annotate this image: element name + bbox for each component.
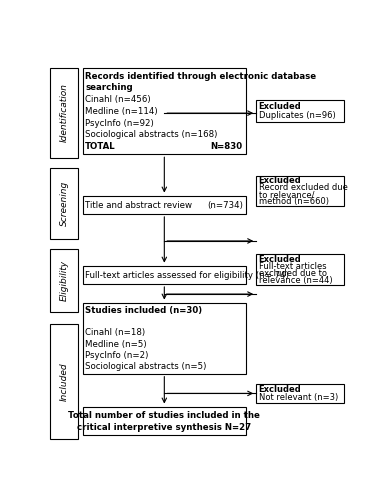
Text: Medline (n=114): Medline (n=114) [85,107,157,116]
Text: Eligibility: Eligibility [59,260,68,301]
Text: to relevance/: to relevance/ [259,190,314,199]
FancyBboxPatch shape [83,406,246,436]
Text: (n=734): (n=734) [207,200,243,209]
FancyBboxPatch shape [256,176,344,206]
Text: Cinahl (n=456): Cinahl (n=456) [85,95,151,104]
FancyBboxPatch shape [83,266,246,284]
Text: Excluded: Excluded [259,176,301,186]
FancyBboxPatch shape [50,168,78,239]
FancyBboxPatch shape [256,384,344,402]
FancyBboxPatch shape [50,68,78,158]
Text: Records identified through electronic database: Records identified through electronic da… [85,72,316,81]
Text: Screening: Screening [59,181,68,226]
Text: TOTAL: TOTAL [85,142,116,151]
Text: critical interpretive synthesis N=27: critical interpretive synthesis N=27 [77,423,251,432]
FancyBboxPatch shape [256,100,344,121]
Text: method (n=660): method (n=660) [259,197,328,206]
Text: Title and abstract review: Title and abstract review [85,200,192,209]
FancyBboxPatch shape [83,68,246,154]
FancyBboxPatch shape [83,302,246,374]
Text: N=830: N=830 [211,142,243,151]
Text: PsycInfo (n=2): PsycInfo (n=2) [85,350,149,360]
Text: excluded due to: excluded due to [259,269,327,278]
FancyBboxPatch shape [256,254,344,285]
FancyBboxPatch shape [50,324,78,439]
FancyBboxPatch shape [50,248,78,312]
Text: Sociological abstracts (n=168): Sociological abstracts (n=168) [85,130,217,140]
Text: Studies included (n=30): Studies included (n=30) [85,306,202,316]
Text: Duplicates (n=96): Duplicates (n=96) [259,111,335,120]
Text: PsycInfo (n=92): PsycInfo (n=92) [85,118,154,128]
Text: Medline (n=5): Medline (n=5) [85,340,147,348]
Text: Included: Included [59,362,68,401]
Text: Excluded: Excluded [259,386,301,394]
Text: Full-text articles assessed for eligibility (n= 74): Full-text articles assessed for eligibil… [85,270,289,280]
FancyBboxPatch shape [83,196,246,214]
Text: Identification: Identification [59,84,68,142]
Text: Excluded: Excluded [259,256,301,264]
Text: relevance (n=44): relevance (n=44) [259,276,332,285]
Text: Sociological abstracts (n=5): Sociological abstracts (n=5) [85,362,207,371]
Text: Cinahl (n=18): Cinahl (n=18) [85,328,145,338]
Text: Full-text articles: Full-text articles [259,262,326,271]
Text: Not relevant (n=3): Not relevant (n=3) [259,393,338,402]
Text: Record excluded due: Record excluded due [259,183,347,192]
Text: Total number of studies included in the: Total number of studies included in the [68,411,260,420]
Text: searching: searching [85,84,133,92]
Text: Excluded: Excluded [259,102,301,112]
